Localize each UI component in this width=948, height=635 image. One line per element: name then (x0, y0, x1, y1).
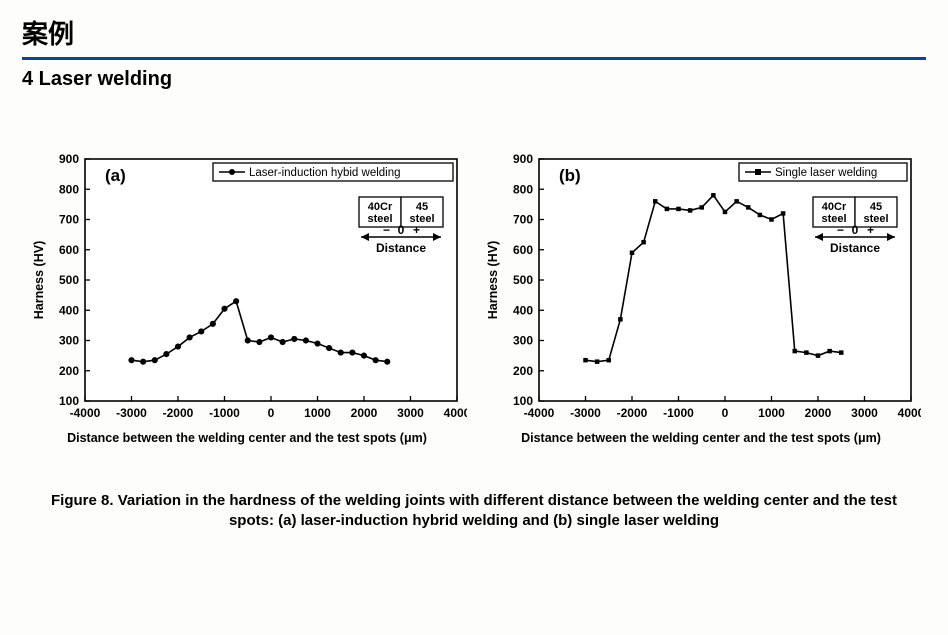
svg-text:-1000: -1000 (209, 406, 240, 420)
svg-text:0: 0 (852, 223, 859, 237)
svg-text:−: − (837, 223, 844, 237)
svg-text:Harness (HV): Harness (HV) (486, 241, 500, 320)
chart-a: -4000-3000-2000-100001000200030004000100… (27, 149, 467, 429)
svg-text:700: 700 (59, 213, 79, 227)
svg-text:-4000: -4000 (70, 406, 101, 420)
svg-text:600: 600 (59, 243, 79, 257)
page: 案例 4 Laser welding -4000 -3000 -2000 -1000 0… (0, 0, 948, 635)
svg-text:100: 100 (513, 394, 533, 408)
title-cn: 案例 (22, 14, 926, 51)
svg-text:2000: 2000 (805, 406, 832, 420)
svg-text:500: 500 (59, 273, 79, 287)
svg-text:-2000: -2000 (617, 406, 648, 420)
svg-text:4000: 4000 (444, 406, 467, 420)
svg-text:100: 100 (59, 394, 79, 408)
svg-text:3000: 3000 (397, 406, 424, 420)
svg-text:Distance: Distance (376, 241, 426, 255)
chart-b: -4000-3000-2000-100001000200030004000100… (481, 149, 921, 429)
svg-text:-4000: -4000 (524, 406, 555, 420)
svg-text:1000: 1000 (304, 406, 331, 420)
svg-text:800: 800 (513, 182, 533, 196)
svg-text:0: 0 (268, 406, 275, 420)
figure-caption: Figure 8. Variation in the hardness of t… (40, 491, 908, 532)
chart-b-wrap: -4000-3000-2000-100001000200030004000100… (481, 149, 921, 445)
svg-text:45: 45 (416, 201, 428, 213)
svg-text:800: 800 (59, 182, 79, 196)
svg-text:+: + (413, 223, 420, 237)
svg-text:40Cr: 40Cr (368, 201, 393, 213)
chart-b-xlabel: Distance between the welding center and … (481, 431, 921, 445)
svg-text:-2000: -2000 (163, 406, 194, 420)
svg-text:2000: 2000 (351, 406, 378, 420)
chart-row: -4000-3000-2000-100001000200030004000100… (0, 149, 948, 445)
chart-a-wrap: -4000-3000-2000-100001000200030004000100… (27, 149, 467, 445)
svg-text:45: 45 (870, 201, 882, 213)
svg-text:200: 200 (59, 364, 79, 378)
svg-text:+: + (867, 223, 874, 237)
svg-text:3000: 3000 (851, 406, 878, 420)
svg-text:1000: 1000 (758, 406, 785, 420)
svg-text:900: 900 (513, 152, 533, 166)
chart-a-xlabel: Distance between the welding center and … (27, 431, 467, 445)
header-rule (22, 57, 926, 60)
svg-text:−: − (383, 223, 390, 237)
section-subtitle: 4 Laser welding (22, 68, 948, 91)
svg-text:500: 500 (513, 273, 533, 287)
svg-text:(b): (b) (559, 166, 581, 185)
svg-text:-1000: -1000 (663, 406, 694, 420)
svg-text:200: 200 (513, 364, 533, 378)
svg-text:300: 300 (59, 334, 79, 348)
svg-text:-3000: -3000 (570, 406, 601, 420)
svg-text:4000: 4000 (898, 406, 921, 420)
svg-text:600: 600 (513, 243, 533, 257)
svg-text:40Cr: 40Cr (822, 201, 847, 213)
svg-text:400: 400 (513, 303, 533, 317)
svg-text:Laser-induction hybid welding: Laser-induction hybid welding (249, 167, 401, 179)
svg-text:Single laser welding: Single laser welding (775, 167, 877, 179)
svg-text:0: 0 (398, 223, 405, 237)
svg-text:900: 900 (59, 152, 79, 166)
svg-text:400: 400 (59, 303, 79, 317)
svg-text:700: 700 (513, 213, 533, 227)
svg-text:(a): (a) (105, 166, 126, 185)
svg-text:300: 300 (513, 334, 533, 348)
header: 案例 (0, 0, 948, 51)
svg-text:-3000: -3000 (116, 406, 147, 420)
svg-text:Distance: Distance (830, 241, 880, 255)
svg-text:Harness (HV): Harness (HV) (32, 241, 46, 320)
svg-text:0: 0 (722, 406, 729, 420)
